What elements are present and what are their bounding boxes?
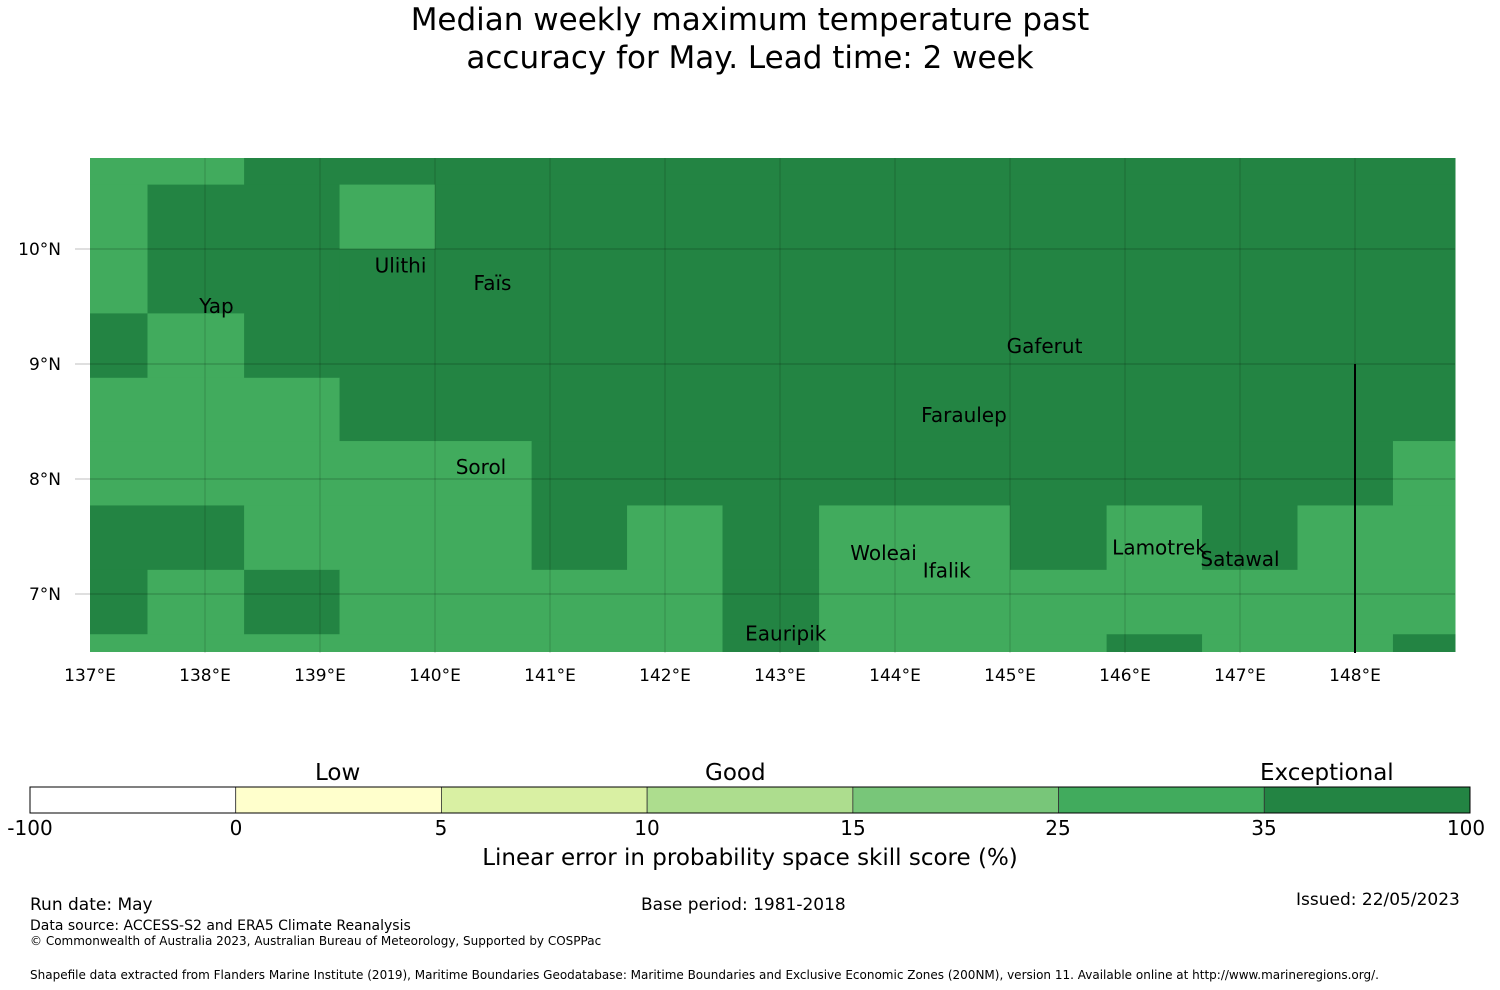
colorbar-swatch	[1058, 786, 1265, 814]
grid-cell	[90, 569, 148, 635]
lat-tick-label: 10°N	[18, 240, 61, 260]
colorbar-tick: 25	[1045, 816, 1071, 840]
lon-tick-label: 138°E	[179, 666, 231, 686]
graticule	[75, 158, 1455, 653]
grid-cell	[1106, 505, 1203, 571]
axis-ticks: 137°E 138°E 139°E 140°E 141°E 142°E 143°E 144°E…	[18, 240, 1381, 686]
colorbar-swatch	[1263, 786, 1471, 814]
grid-cell	[90, 377, 341, 442]
lon-tick-label: 146°E	[1099, 666, 1151, 686]
copyright: © Commonwealth of Australia 2023, Austra…	[30, 934, 602, 948]
grid-cell	[722, 505, 820, 571]
lat-tick-label: 7°N	[29, 585, 61, 605]
grid-cell	[90, 505, 245, 571]
colorbar-swatch	[852, 786, 1059, 814]
grid-cell	[90, 634, 723, 652]
colorbar-tick: 5	[434, 816, 448, 840]
grid-cell	[1010, 505, 1108, 571]
issued-date: Issued: 22/05/2023	[1296, 890, 1460, 910]
grid-cell	[722, 634, 820, 652]
grid-cell	[147, 313, 245, 379]
colorbar-tick: -100	[7, 816, 53, 840]
base-period: Base period: 1981-2018	[641, 895, 846, 915]
skill-grid	[90, 158, 1456, 652]
data-source: Data source: ACCESS-S2 and ERA5 Climate …	[30, 918, 411, 934]
place-label: Woleai	[850, 541, 917, 565]
lon-tick-label: 143°E	[754, 666, 806, 686]
grid-cell	[531, 441, 1394, 506]
grid-cell	[339, 569, 723, 635]
grid-cell	[147, 184, 341, 314]
colorbar-tick: 35	[1251, 816, 1277, 840]
lat-tick-label: 9°N	[29, 355, 61, 375]
place-label: Ulithi	[375, 254, 427, 278]
grid-cell	[819, 634, 1108, 652]
grid-cell	[1392, 634, 1456, 652]
colorbar-tick: 15	[840, 816, 866, 840]
grid-cell	[339, 184, 436, 250]
grid-cell	[147, 569, 245, 635]
colorbar-title: Linear error in probability space skill …	[482, 845, 1018, 871]
grid-cell	[627, 505, 723, 571]
place-label: Satawal	[1200, 547, 1279, 571]
grid-cell	[244, 505, 533, 571]
map-title-line-1: Median weekly maximum temperature past	[410, 2, 1090, 38]
grid-cell	[90, 313, 148, 379]
grid-cell	[1392, 441, 1456, 506]
colorbar-category-exceptional: Exceptional	[1260, 760, 1394, 786]
grid-cell	[90, 184, 148, 314]
grid-cell	[819, 569, 1456, 635]
colorbar	[29, 786, 1471, 814]
place-label: Faïs	[474, 271, 512, 295]
grid-cell	[1202, 505, 1298, 571]
lon-tick-label: 139°E	[294, 666, 346, 686]
grid-cell	[435, 184, 1456, 314]
grid-cell	[244, 158, 1456, 186]
place-label: Faraulep	[921, 403, 1007, 427]
lon-tick-label: 142°E	[639, 666, 691, 686]
lon-tick-label: 141°E	[524, 666, 576, 686]
lon-tick-label: 144°E	[869, 666, 921, 686]
place-label: Lamotrek	[1112, 535, 1207, 559]
place-label: Sorol	[456, 455, 507, 479]
run-date: Run date: May	[30, 895, 153, 915]
colorbar-category-low: Low	[315, 760, 361, 786]
grid-cell	[722, 569, 820, 635]
grid-cell	[339, 377, 1456, 442]
grid-cell	[90, 441, 533, 506]
place-labels: Ulithi Faïs Yap Gaferut Faraulep Sorol WoleaiI…	[198, 254, 1279, 646]
place-label: Ifalik	[923, 558, 971, 582]
grid-cell	[1106, 634, 1203, 652]
grid-cell	[244, 313, 1456, 379]
grid-cell	[531, 505, 628, 571]
place-label: Yap	[198, 294, 233, 318]
place-label: Eauripik	[745, 622, 827, 646]
colorbar-tick: 0	[229, 816, 243, 840]
lon-tick-label: 137°E	[64, 666, 116, 686]
colorbar-category-good: Good	[705, 760, 766, 786]
lon-tick-label: 145°E	[984, 666, 1036, 686]
colorbar-tick: 10	[634, 816, 660, 840]
lat-tick-label: 8°N	[29, 470, 61, 490]
colorbar-swatch	[29, 786, 237, 814]
shapefile-credit: Shapefile data extracted from Flanders M…	[30, 968, 1379, 982]
grid-cell	[339, 249, 436, 314]
lon-tick-label: 148°E	[1329, 666, 1381, 686]
colorbar-swatch	[441, 786, 648, 814]
lon-tick-label: 140°E	[409, 666, 461, 686]
map-title-line-2: accuracy for May. Lead time: 2 week	[466, 40, 1034, 76]
grid-cell	[244, 569, 341, 635]
colorbar-frame	[29, 786, 1471, 814]
grid-cell	[819, 505, 1011, 571]
colorbar-tick: 100	[1446, 816, 1486, 840]
grid-cell	[90, 158, 245, 186]
colorbar-swatch	[235, 786, 442, 814]
grid-cell	[1297, 505, 1456, 571]
place-label: Gaferut	[1007, 334, 1083, 358]
lon-tick-label: 147°E	[1214, 666, 1266, 686]
grid-cell	[1202, 634, 1394, 652]
colorbar-swatch	[646, 786, 854, 814]
